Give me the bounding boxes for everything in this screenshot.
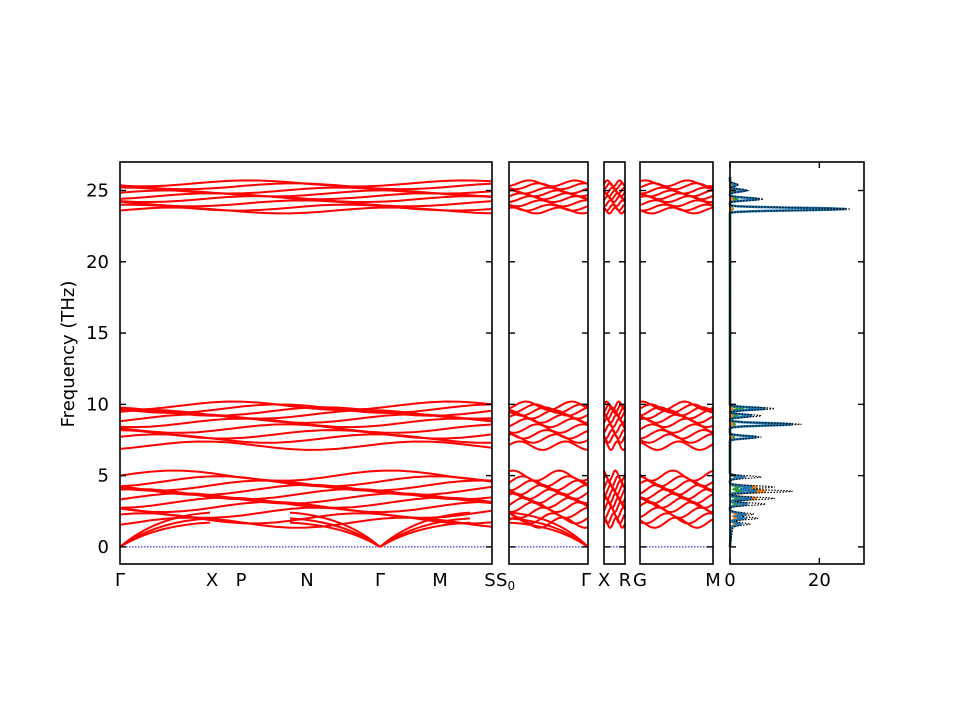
x-tick-label: Γ xyxy=(581,570,591,591)
band-line xyxy=(508,429,589,440)
x-tick-label: S0 xyxy=(496,570,515,593)
x-tick-label: X xyxy=(598,570,610,591)
y-tick-label: 20 xyxy=(86,252,109,273)
x-tick-label: M xyxy=(705,570,721,591)
band-line xyxy=(119,475,493,488)
dos-x-tick-label: 0 xyxy=(724,570,735,591)
acoustic-branch xyxy=(379,511,471,548)
y-tick-label: 25 xyxy=(86,181,109,202)
band-line xyxy=(639,428,714,440)
band-line xyxy=(603,179,626,188)
band-line xyxy=(119,506,493,519)
band-line xyxy=(508,203,589,212)
band-line xyxy=(603,506,626,519)
band-line xyxy=(639,440,714,451)
band-line xyxy=(119,500,493,514)
band-line xyxy=(508,186,589,195)
band-line xyxy=(639,199,714,208)
band-line xyxy=(119,400,493,412)
band-line xyxy=(508,512,589,525)
dos-curve-a xyxy=(728,177,847,547)
band-line xyxy=(639,203,714,212)
band-line xyxy=(508,179,589,188)
dos-x-tick-label: 20 xyxy=(808,570,831,591)
acoustic-branch xyxy=(119,511,211,548)
band-line xyxy=(119,429,493,440)
band-line xyxy=(639,192,714,201)
dos-curve-c xyxy=(728,177,746,547)
x-tick-label: M xyxy=(432,570,448,591)
band-line xyxy=(119,179,493,188)
x-tick-label: G xyxy=(633,570,647,591)
panel-frame xyxy=(508,161,589,565)
band-line xyxy=(639,400,714,412)
band-line xyxy=(639,475,714,488)
band-line xyxy=(603,423,626,434)
x-tick-label: S xyxy=(484,570,495,591)
y-tick-label: 15 xyxy=(86,323,109,344)
band-line xyxy=(639,469,714,482)
y-tick-label: 5 xyxy=(98,466,109,487)
y-tick-label: 0 xyxy=(98,537,109,558)
band-line xyxy=(119,403,493,414)
band-line xyxy=(508,406,589,417)
band-line xyxy=(640,186,714,195)
band-line xyxy=(119,479,493,492)
band-line xyxy=(508,440,589,451)
acoustic-branch xyxy=(508,511,589,548)
band-line xyxy=(509,501,589,513)
x-tick-label: R xyxy=(619,570,632,591)
band-line xyxy=(603,469,626,482)
x-tick-label: Γ xyxy=(375,570,385,591)
y-tick-label: 10 xyxy=(86,394,109,415)
panel-frame xyxy=(603,161,626,565)
band-line xyxy=(119,199,493,208)
band-line xyxy=(603,206,626,215)
acoustic-branch xyxy=(289,511,381,548)
band-line xyxy=(508,479,589,492)
band-line xyxy=(120,203,493,212)
x-tick-label: X xyxy=(206,570,218,591)
band-line xyxy=(639,512,714,525)
x-tick-label: Γ xyxy=(115,570,125,591)
band-line xyxy=(508,423,589,434)
band-line xyxy=(639,179,714,188)
panel-frame xyxy=(119,161,493,565)
band-line xyxy=(603,440,626,452)
x-tick-label: P xyxy=(236,570,247,591)
band-line xyxy=(119,440,493,451)
band-line xyxy=(119,487,493,501)
band-line xyxy=(119,186,493,195)
y-axis-label: Frequency (THz) xyxy=(58,281,79,428)
band-line xyxy=(603,199,626,208)
x-tick-label: N xyxy=(300,570,313,591)
band-line xyxy=(119,469,493,482)
band-line xyxy=(508,400,589,412)
panel-frame xyxy=(639,161,714,565)
band-line xyxy=(508,469,589,482)
dos-frame xyxy=(729,161,865,565)
band-line xyxy=(603,400,626,412)
band-line xyxy=(119,417,493,429)
band-line xyxy=(603,492,626,505)
